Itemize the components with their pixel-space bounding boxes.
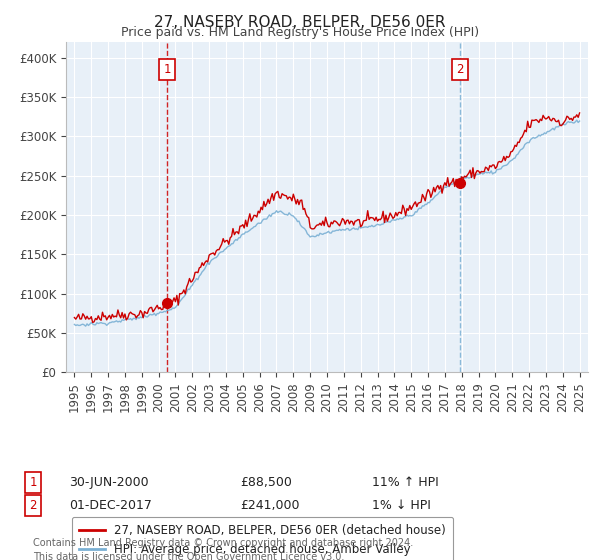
Text: 1: 1 — [163, 63, 171, 76]
Text: £241,000: £241,000 — [240, 499, 299, 512]
Text: 1% ↓ HPI: 1% ↓ HPI — [372, 499, 431, 512]
Legend: 27, NASEBY ROAD, BELPER, DE56 0ER (detached house), HPI: Average price, detached: 27, NASEBY ROAD, BELPER, DE56 0ER (detac… — [72, 517, 453, 560]
Text: 2: 2 — [29, 499, 37, 512]
Text: Price paid vs. HM Land Registry's House Price Index (HPI): Price paid vs. HM Land Registry's House … — [121, 26, 479, 39]
Text: 01-DEC-2017: 01-DEC-2017 — [69, 499, 152, 512]
Text: £88,500: £88,500 — [240, 476, 292, 489]
Text: Contains HM Land Registry data © Crown copyright and database right 2024.
This d: Contains HM Land Registry data © Crown c… — [33, 538, 413, 560]
Text: 11% ↑ HPI: 11% ↑ HPI — [372, 476, 439, 489]
Text: 27, NASEBY ROAD, BELPER, DE56 0ER: 27, NASEBY ROAD, BELPER, DE56 0ER — [154, 15, 446, 30]
Text: 30-JUN-2000: 30-JUN-2000 — [69, 476, 149, 489]
Text: 1: 1 — [29, 476, 37, 489]
Text: 2: 2 — [457, 63, 464, 76]
